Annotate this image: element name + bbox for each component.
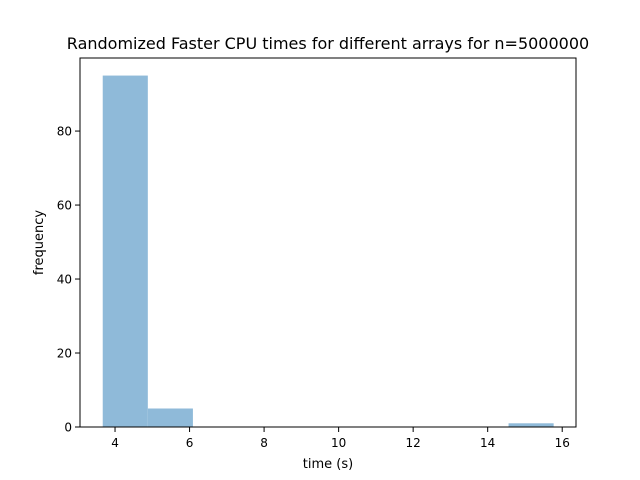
y-tick-label: 20	[57, 347, 72, 361]
histogram-bar-0	[102, 75, 148, 428]
y-axis-label: frequency	[32, 210, 47, 276]
chart-title: Randomized Faster CPU times for differen…	[67, 34, 589, 53]
x-tick-label: 12	[406, 436, 421, 450]
x-tick-label: 8	[260, 436, 268, 450]
y-tick-label: 0	[64, 421, 72, 435]
x-axis-ticks: 4 6 8 10 12 14 16	[111, 427, 570, 450]
x-tick-label: 10	[331, 436, 346, 450]
y-tick-label: 40	[57, 273, 72, 287]
x-tick-label: 4	[111, 436, 119, 450]
x-tick-label: 14	[480, 436, 495, 450]
y-tick-label: 80	[57, 125, 72, 139]
x-axis-label: time (s)	[303, 457, 353, 472]
histogram-bar-1	[147, 408, 193, 427]
plot-frame	[79, 57, 577, 428]
x-tick-label: 6	[186, 436, 194, 450]
y-axis-ticks: 0 20 40 60 80	[57, 125, 80, 435]
bars-group	[102, 75, 554, 428]
x-tick-label: 16	[555, 436, 570, 450]
y-tick-label: 60	[57, 199, 72, 213]
histogram-bar-9	[508, 423, 554, 427]
